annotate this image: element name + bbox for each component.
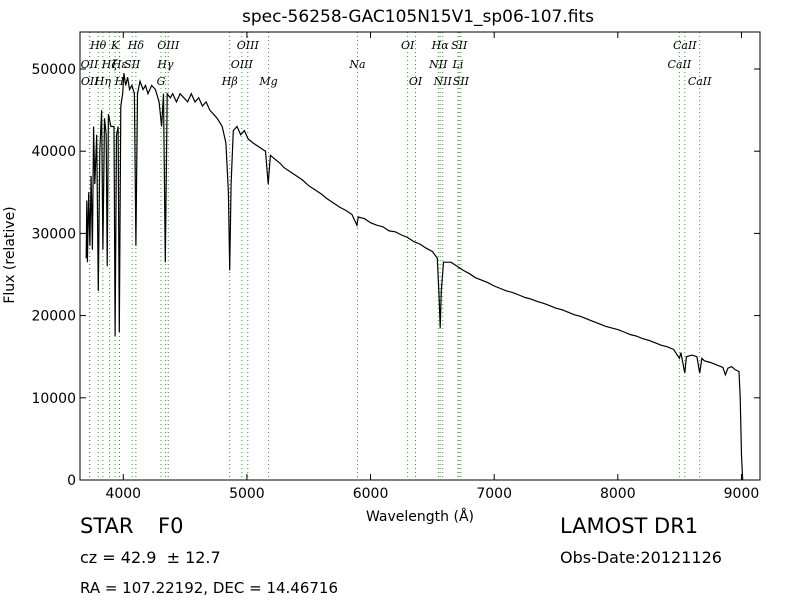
y-tick-label: 10000 [31, 391, 76, 407]
line-marker-label: Hε [111, 58, 128, 71]
line-marker-label: SII [124, 58, 141, 71]
line-marker-label: OII [81, 58, 99, 71]
survey-name: LAMOST DR1 [560, 514, 699, 538]
axis-ticks: 4000 5000 6000 7000 8000 9000 0 10000 20000 30000… [31, 32, 760, 502]
line-marker-label: NII [428, 58, 448, 71]
line-marker-label: OI [401, 39, 415, 52]
line-markers [89, 32, 701, 480]
y-tick-label: 20000 [31, 309, 76, 325]
y-tick-label: 30000 [31, 226, 76, 242]
line-marker-label: G [157, 75, 166, 88]
x-tick-label: 4000 [105, 486, 141, 502]
y-tick-label: 50000 [31, 62, 76, 78]
line-marker-label: OII [81, 75, 99, 88]
line-marker-label: Li [452, 58, 464, 71]
line-marker-label: OIII [157, 39, 180, 52]
observation-date: Obs-Date:20121126 [560, 548, 722, 567]
x-tick-label: 8000 [600, 486, 636, 502]
line-marker-label: NII [433, 75, 453, 88]
line-marker-label: SII [453, 75, 470, 88]
object-subclass: F0 [158, 514, 184, 538]
x-tick-label: 5000 [229, 486, 265, 502]
line-marker-label: CaII [688, 75, 712, 88]
line-marker-label: CaII [673, 39, 697, 52]
x-tick-label: 9000 [724, 486, 760, 502]
line-marker-labels: OIIOIIHθHηHζKHHεSIIHδGHγOIIIHβOIIIOIIIMg… [81, 39, 712, 88]
line-marker-label: Hβ [221, 75, 238, 88]
chart-title: spec-56258-GAC105N15V1_sp06-107.fits [242, 7, 594, 27]
line-marker-label: Mg [258, 75, 277, 88]
line-marker-label: OIII [231, 58, 254, 71]
line-marker-label: Hη [94, 75, 112, 88]
object-class: STAR [80, 514, 134, 538]
plot-frame [79, 31, 761, 481]
line-marker-label: OI [409, 75, 423, 88]
line-marker-label: Hδ [127, 39, 145, 52]
x-axis-label: Wavelength (Å) [366, 508, 474, 525]
line-marker-label: Hα [431, 39, 450, 52]
coordinates-text: RA = 107.22192, DEC = 14.46716 [80, 579, 339, 597]
line-marker-label: Hθ [89, 39, 107, 52]
spectrum-line [85, 73, 744, 481]
line-marker-label: Hζ [101, 58, 119, 71]
line-marker-label: CaII [668, 58, 692, 71]
line-marker-label: Hγ [156, 58, 174, 71]
y-tick-label: 0 [67, 473, 76, 489]
line-marker-label: OIII [237, 39, 260, 52]
y-axis-label: Flux (relative) [2, 206, 18, 303]
x-tick-label: 6000 [353, 486, 389, 502]
line-marker-label: Na [348, 58, 365, 71]
line-marker-label: K [110, 39, 120, 52]
redshift-text: cz = 42.9 ± 12.7 [80, 548, 221, 567]
y-tick-label: 40000 [31, 144, 76, 160]
line-marker-label: SII [451, 39, 468, 52]
x-tick-label: 7000 [476, 486, 512, 502]
line-marker-label: H [114, 75, 125, 88]
